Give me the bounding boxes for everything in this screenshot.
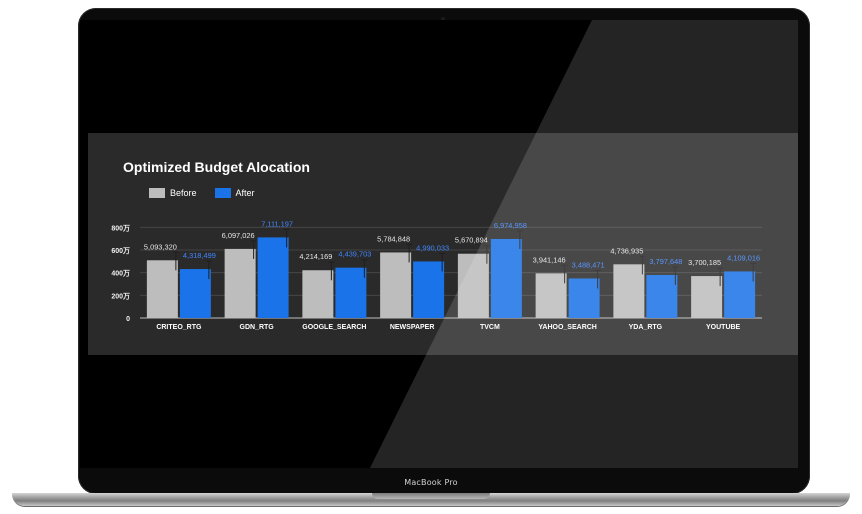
bar-before-6 [613,264,645,318]
data-label-before-7: 3,700,185 [688,258,721,267]
data-label-after-1: 7,111,197 [261,219,293,228]
data-label-after-2: 4,439,703 [338,250,371,259]
bar-after-4 [490,238,522,318]
bar-before-3 [380,252,412,318]
data-label-after-3: 4,990,033 [416,243,449,252]
data-label-before-6: 4,736,935 [610,246,643,255]
laptop-notch [372,493,490,499]
data-label-before-4: 5,670,894 [455,236,488,245]
legend-label-after: After [235,188,255,198]
x-tick-label-3: NEWSPAPER [390,324,435,331]
data-label-before-3: 5,784,848 [377,234,410,243]
legend-item-after: After [214,188,255,198]
data-label-after-6: 3,797,648 [649,257,682,266]
chart-title: Optimized Budget Alocation [123,159,310,175]
bar-before-0 [146,260,178,318]
chart-legend: Before After [149,187,255,199]
laptop-screen: Optimized Budget Alocation Before After … [80,20,798,468]
legend-item-before: Before [149,188,197,198]
bar-before-7 [691,276,723,318]
y-tick-label: 400万 [111,270,130,278]
legend-label-before: Before [170,188,197,198]
data-label-before-1: 6,097,026 [222,231,255,240]
bar-before-2 [302,270,334,318]
bar-before-4 [457,253,489,318]
device-label: MacBook Pro [404,478,458,487]
y-tick-label: 0 [126,316,130,323]
bar-after-1 [257,237,289,318]
camera-icon [441,17,445,21]
y-tick-label: 600万 [111,247,130,255]
legend-swatch-before [149,188,165,198]
legend-swatch-after [214,188,231,198]
report-panel: Optimized Budget Alocation Before After … [88,133,798,355]
x-tick-label-7: YOUTUBE [706,324,741,331]
bar-after-6 [646,274,678,318]
data-label-before-5: 3,941,146 [533,255,566,264]
x-tick-label-1: GDN_RTG [240,324,275,331]
data-label-after-0: 4,318,499 [183,251,216,260]
bar-before-5 [535,273,567,318]
data-label-after-5: 3,488,471 [572,260,605,269]
bar-after-3 [413,261,445,318]
laptop-base [12,493,850,506]
bar-before-1 [224,248,256,318]
x-tick-label-2: GOOGLE_SEARCH [302,324,366,331]
data-label-after-4: 6,974,958 [494,221,527,230]
data-label-before-2: 4,214,169 [299,252,332,261]
x-tick-label-6: YDA_RTG [629,324,663,331]
data-label-after-7: 4,109,016 [727,253,760,262]
x-tick-label-0: CRITEO_RTG [156,324,202,331]
bar-after-5 [568,278,600,318]
x-tick-label-5: YAHOO_SEARCH [538,324,596,331]
x-tick-label-4: TVCM [480,324,500,331]
bar-after-0 [179,269,211,318]
data-label-before-0: 5,093,320 [144,242,177,251]
bar-after-2 [335,267,367,318]
y-tick-label: 200万 [111,292,130,300]
budget-bar-chart: 0 200万 400万 600万 800万 5,093,320 4,318,499 CRITE… [111,219,762,331]
bar-after-7 [724,271,756,318]
y-tick-label: 800万 [111,224,130,232]
